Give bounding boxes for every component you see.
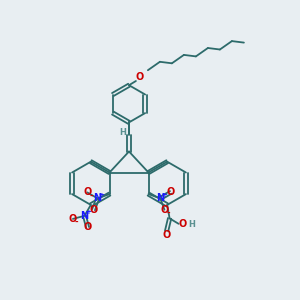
Text: H: H [119, 128, 126, 137]
Text: O: O [69, 214, 77, 224]
Text: -: - [89, 191, 93, 200]
Text: -: - [166, 209, 170, 218]
Text: +: + [98, 192, 104, 198]
Text: O: O [83, 222, 92, 233]
Text: O: O [89, 205, 98, 215]
Text: O: O [163, 230, 171, 240]
Text: H: H [189, 220, 196, 229]
Text: -: - [75, 218, 78, 227]
Text: O: O [160, 205, 169, 215]
Text: +: + [85, 209, 91, 215]
Text: N: N [94, 194, 102, 203]
Text: O: O [83, 188, 92, 197]
Text: O: O [167, 188, 175, 197]
Text: +: + [161, 192, 167, 198]
Text: O: O [179, 219, 187, 229]
Text: O: O [136, 72, 144, 82]
Text: N: N [156, 194, 164, 203]
Text: N: N [80, 211, 88, 221]
